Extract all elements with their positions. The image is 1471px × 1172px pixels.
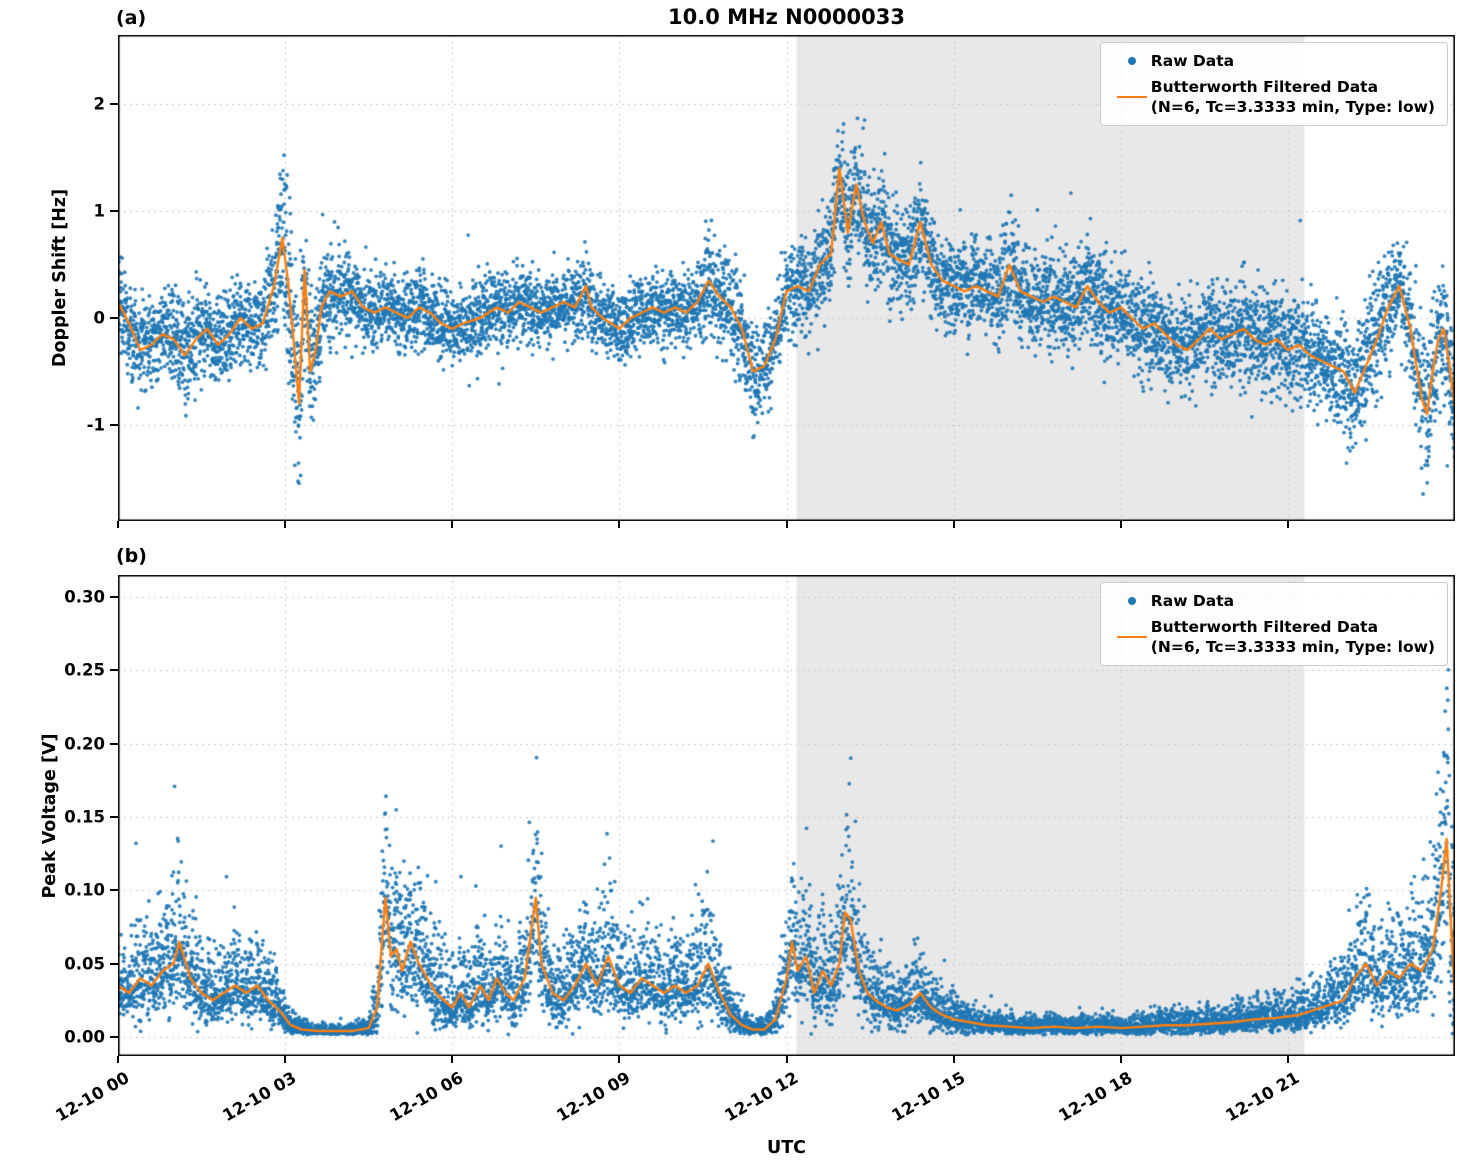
panel-b-label: (b) bbox=[116, 545, 147, 567]
y-axis-label-b: Peak Voltage [V] bbox=[40, 733, 60, 899]
legend-raw-label: Raw Data bbox=[1150, 52, 1235, 70]
x-tick-label: 12-10 21 bbox=[1222, 1068, 1303, 1126]
y-tick-label: 0.15 bbox=[64, 807, 105, 827]
y-tick-label: 2 bbox=[93, 94, 105, 114]
y-tick-mark bbox=[110, 595, 118, 598]
y-tick-mark bbox=[110, 210, 118, 213]
x-tick-mark bbox=[117, 1056, 119, 1063]
y-tick-mark bbox=[110, 669, 118, 672]
filtered-line-icon bbox=[1116, 636, 1147, 639]
y-tick-mark bbox=[110, 423, 118, 426]
x-tick-label: 12-10 00 bbox=[52, 1068, 133, 1126]
x-tick-mark bbox=[284, 1056, 287, 1063]
y-axis-label-a: Doppler Shift [Hz] bbox=[50, 188, 70, 368]
y-tick-mark bbox=[110, 317, 118, 320]
x-tick-label: 12-10 18 bbox=[1055, 1068, 1136, 1126]
legend-marker-cell bbox=[1113, 636, 1151, 639]
x-tick-mark bbox=[284, 521, 287, 528]
x-tick-label: 12-10 15 bbox=[888, 1068, 969, 1126]
raw-data-dot-icon bbox=[1127, 57, 1136, 66]
x-tick-mark bbox=[952, 1056, 955, 1063]
legend-entry-raw: Raw Data bbox=[1113, 591, 1435, 611]
legend-raw-label: Raw Data bbox=[1150, 592, 1235, 610]
x-tick-mark bbox=[952, 521, 955, 528]
legend-filtered-sublabel: (N=6, Tc=3.3333 min, Type: low) bbox=[1150, 638, 1435, 657]
legend-filtered-text: Butterworth Filtered Data (N=6, Tc=3.333… bbox=[1151, 77, 1435, 117]
y-tick-label: 1 bbox=[93, 201, 105, 221]
x-tick-mark bbox=[618, 521, 621, 528]
plot-area-a: Raw Data Butterworth Filtered Data (N=6,… bbox=[118, 35, 1455, 521]
y-tick-label: 0.25 bbox=[64, 660, 105, 680]
y-tick-label: 0.05 bbox=[64, 954, 105, 974]
legend-b: Raw Data Butterworth Filtered Data (N=6,… bbox=[1099, 582, 1448, 667]
y-tick-mark bbox=[110, 1035, 118, 1038]
x-axis-label: UTC bbox=[767, 1138, 806, 1158]
legend-a: Raw Data Butterworth Filtered Data (N=6,… bbox=[1099, 42, 1448, 127]
x-tick-mark bbox=[785, 1056, 788, 1063]
x-tick-mark bbox=[618, 1056, 621, 1063]
x-tick-mark bbox=[1119, 1056, 1122, 1063]
y-tick-label: 0 bbox=[93, 308, 105, 328]
x-tick-mark bbox=[1119, 521, 1122, 528]
legend-filtered-label: Butterworth Filtered Data bbox=[1150, 618, 1379, 637]
legend-marker-cell bbox=[1113, 597, 1151, 606]
x-tick-mark bbox=[1286, 521, 1289, 528]
raw-data-dot-icon bbox=[1127, 597, 1136, 606]
legend-marker-cell bbox=[1113, 57, 1151, 66]
x-tick-mark bbox=[451, 521, 454, 528]
y-tick-mark bbox=[110, 889, 118, 892]
x-tick-mark bbox=[785, 521, 788, 528]
x-tick-mark bbox=[451, 1056, 454, 1063]
legend-entry-filtered: Butterworth Filtered Data (N=6, Tc=3.333… bbox=[1113, 77, 1435, 117]
x-tick-label: 12-10 09 bbox=[553, 1068, 634, 1126]
plot-area-b: Raw Data Butterworth Filtered Data (N=6,… bbox=[118, 575, 1455, 1056]
filtered-line-icon bbox=[1116, 96, 1147, 99]
legend-marker-cell bbox=[1113, 96, 1151, 99]
y-tick-mark bbox=[110, 742, 118, 745]
x-tick-label: 12-10 12 bbox=[720, 1068, 801, 1126]
y-tick-mark bbox=[110, 103, 118, 106]
legend-filtered-sublabel: (N=6, Tc=3.3333 min, Type: low) bbox=[1150, 98, 1435, 117]
legend-filtered-label: Butterworth Filtered Data bbox=[1150, 78, 1379, 97]
chart-title: 10.0 MHz N0000033 bbox=[668, 5, 905, 29]
y-tick-mark bbox=[110, 815, 118, 818]
x-tick-mark bbox=[117, 521, 119, 528]
y-tick-label: 0.10 bbox=[64, 880, 105, 900]
panel-a-label: (a) bbox=[116, 7, 147, 29]
y-tick-label: 0.30 bbox=[64, 587, 105, 607]
x-tick-label: 12-10 03 bbox=[219, 1068, 300, 1126]
y-tick-mark bbox=[110, 962, 118, 965]
legend-filtered-text: Butterworth Filtered Data (N=6, Tc=3.333… bbox=[1151, 617, 1435, 657]
y-tick-label: -1 bbox=[86, 415, 105, 435]
legend-entry-raw: Raw Data bbox=[1113, 51, 1435, 71]
y-tick-label: 0.20 bbox=[64, 734, 105, 754]
x-tick-mark bbox=[1286, 1056, 1289, 1063]
legend-entry-filtered: Butterworth Filtered Data (N=6, Tc=3.333… bbox=[1113, 617, 1435, 657]
x-tick-label: 12-10 06 bbox=[386, 1068, 467, 1126]
y-tick-label: 0.00 bbox=[64, 1027, 105, 1047]
